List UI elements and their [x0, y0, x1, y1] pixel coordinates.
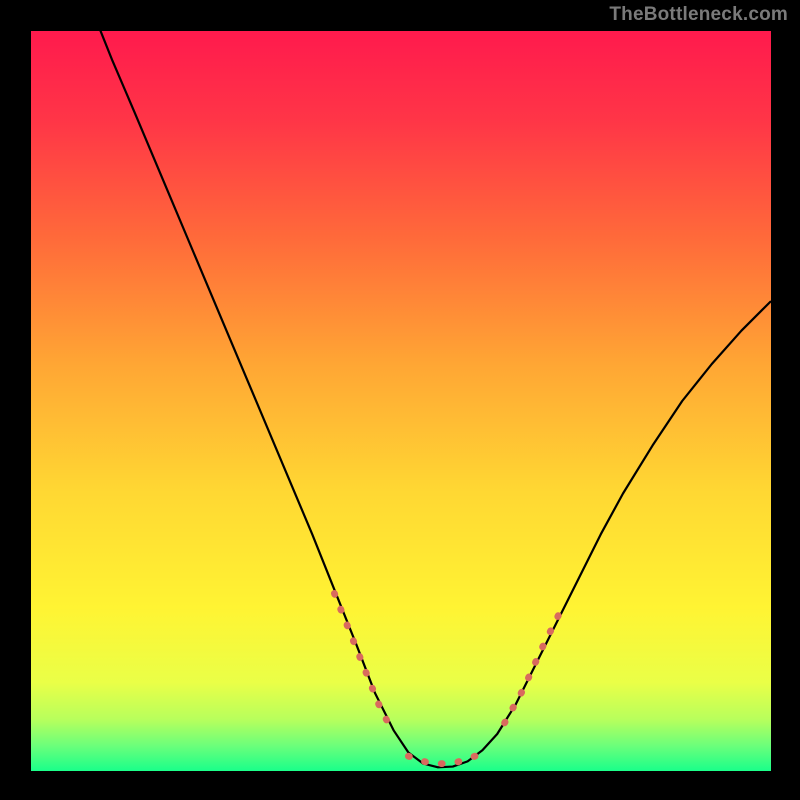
chart-root: TheBottleneck.com [0, 0, 800, 800]
marker-segment-2 [505, 612, 560, 723]
curve-overlay [0, 0, 800, 800]
source-watermark: TheBottleneck.com [609, 4, 788, 26]
bottleneck-curve [98, 24, 771, 768]
